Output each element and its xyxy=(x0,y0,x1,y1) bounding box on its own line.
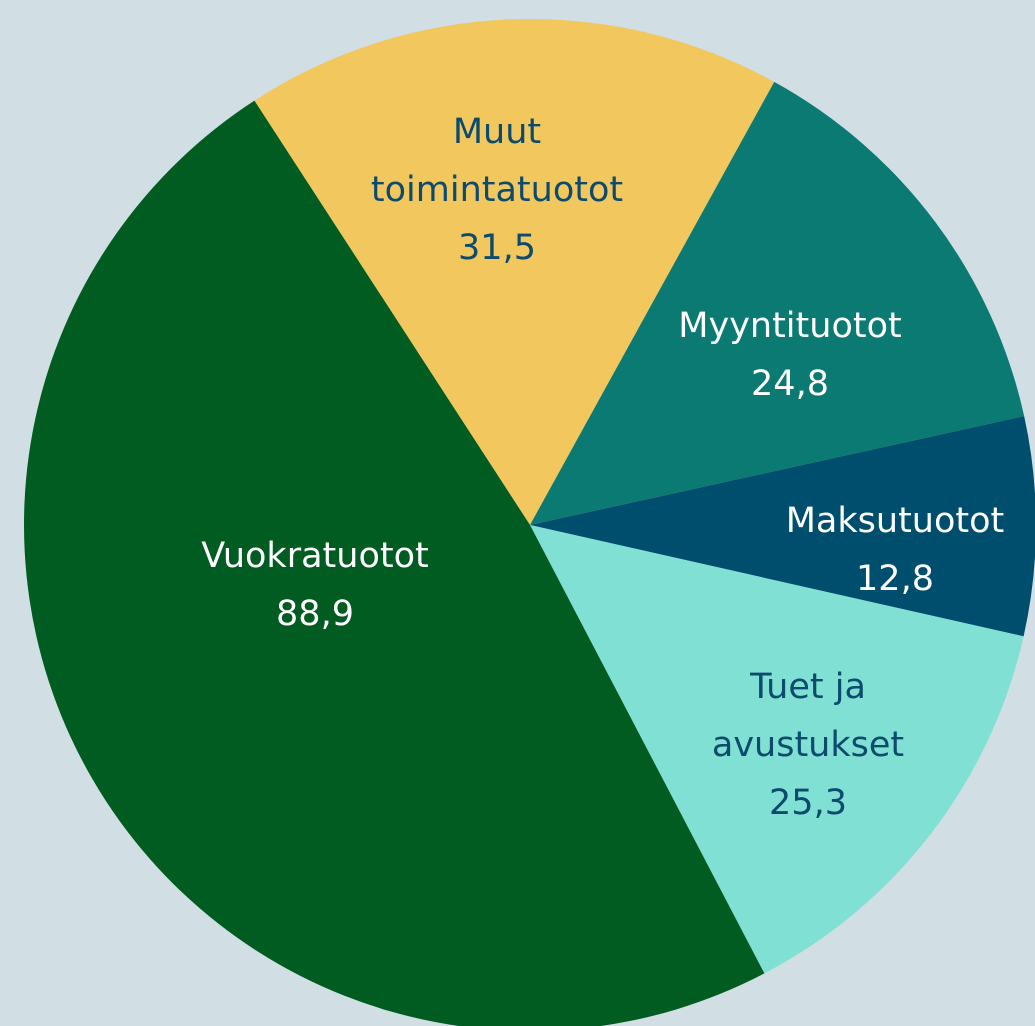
pie-slice xyxy=(530,525,1024,974)
value-label: 25,3 xyxy=(769,783,847,823)
pie-slice xyxy=(530,416,1035,637)
slice-label: Muut toimintatuotot 31,5 xyxy=(342,103,652,277)
pie-slice xyxy=(254,19,775,526)
category-label: Myyntituotot xyxy=(678,306,902,346)
value-label: 88,9 xyxy=(276,594,354,634)
slice-label: Myyntituotot 24,8 xyxy=(645,297,935,413)
pie-slice xyxy=(24,100,765,1026)
category-label: Vuokratuotot xyxy=(201,536,429,576)
value-label: 24,8 xyxy=(751,364,829,404)
value-label: 31,5 xyxy=(458,228,536,268)
slice-label: Maksutuotot 12,8 xyxy=(750,492,1035,608)
slice-label: Tuet ja avustukset 25,3 xyxy=(673,658,943,832)
value-label: 12,8 xyxy=(856,559,934,599)
category-label: Tuet ja avustukset xyxy=(711,667,905,765)
pie-slice xyxy=(530,81,1025,526)
category-label: Muut toimintatuotot xyxy=(370,112,624,210)
category-label: Maksutuotot xyxy=(785,501,1005,541)
slice-label: Vuokratuotot 88,9 xyxy=(160,527,470,643)
